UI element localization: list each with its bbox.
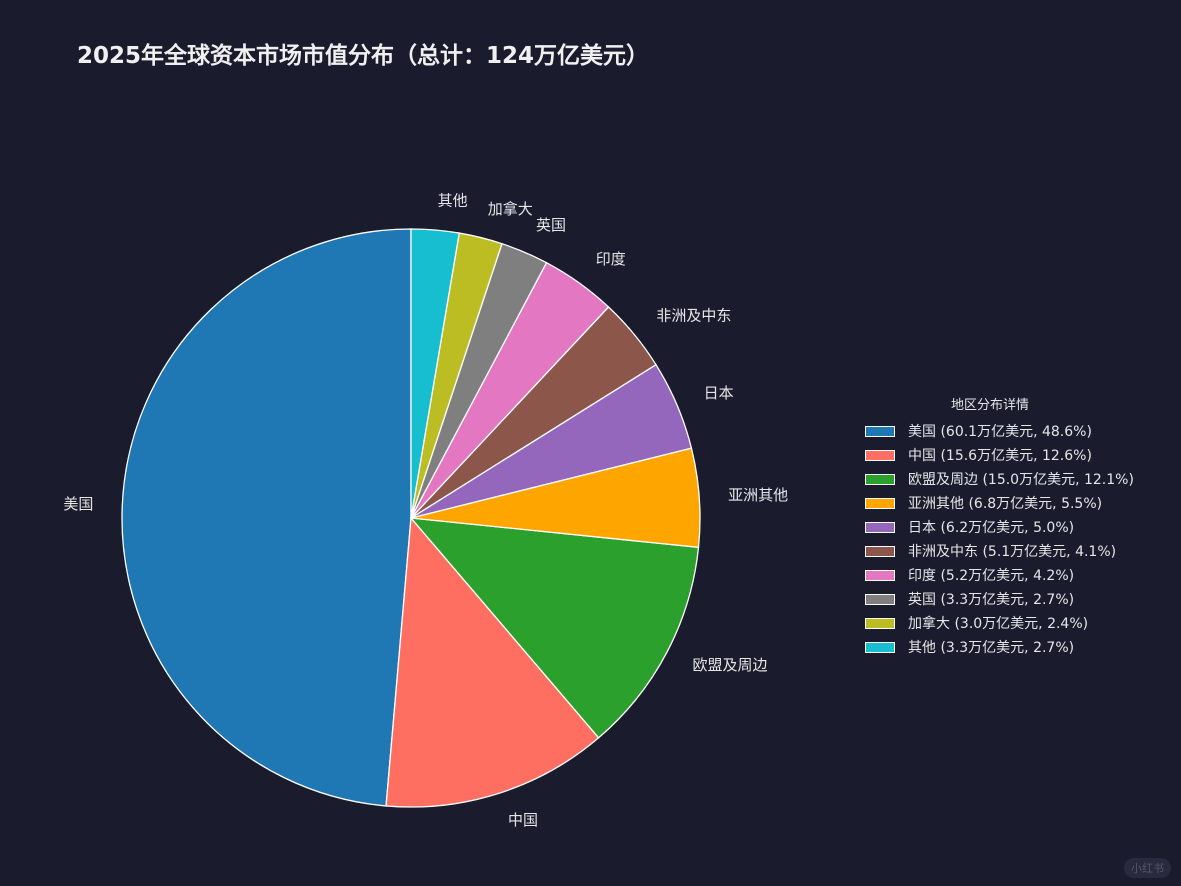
legend-text: 日本 (6.2万亿美元, 5.0%) (908, 520, 1075, 536)
pie-slice (410, 228, 461, 519)
slice-label: 中国 (508, 811, 538, 829)
slice-label: 非洲及中东 (656, 306, 731, 324)
slice-label: 亚洲其他 (728, 486, 788, 504)
legend-swatch (865, 545, 895, 557)
legend-swatch (865, 641, 895, 653)
legend-item: 其他 (3.3万亿美元, 2.7%) (856, 635, 1156, 659)
legend-text: 英国 (3.3万亿美元, 2.7%) (908, 592, 1075, 608)
legend-title: 地区分布详情 (950, 398, 1029, 413)
legend-item: 美国 (60.1万亿美元, 48.6%) (856, 419, 1156, 443)
slice-label: 日本 (704, 384, 734, 402)
slice-label: 美国 (63, 495, 93, 513)
legend-item: 中国 (15.6万亿美元, 12.6%) (856, 443, 1156, 467)
legend-text: 欧盟及周边 (15.0万亿美元, 12.1%) (908, 472, 1134, 488)
legend-text: 中国 (15.6万亿美元, 12.6%) (908, 448, 1092, 464)
legend: 地区分布详情 美国 (60.1万亿美元, 48.6%) 中国 (15.6万亿美元,… (856, 394, 1156, 659)
legend-swatch (865, 473, 895, 485)
legend-swatch (865, 449, 895, 461)
legend-swatch (865, 425, 895, 437)
legend-item: 加拿大 (3.0万亿美元, 2.4%) (856, 611, 1156, 635)
slice-label: 英国 (536, 216, 566, 234)
legend-item: 英国 (3.3万亿美元, 2.7%) (856, 587, 1156, 611)
pie-slice (121, 228, 412, 807)
slice-label: 印度 (596, 250, 626, 268)
legend-item: 亚洲其他 (6.8万亿美元, 5.5%) (856, 491, 1156, 515)
legend-text: 其他 (3.3万亿美元, 2.7%) (908, 640, 1075, 656)
legend-swatch (865, 521, 895, 533)
legend-swatch (865, 497, 895, 509)
legend-items: 美国 (60.1万亿美元, 48.6%) 中国 (15.6万亿美元, 12.6%)… (856, 419, 1156, 659)
legend-text: 亚洲其他 (6.8万亿美元, 5.5%) (908, 496, 1103, 512)
legend-text: 印度 (5.2万亿美元, 4.2%) (908, 568, 1075, 584)
watermark: 小红书 (1124, 858, 1171, 878)
legend-item: 日本 (6.2万亿美元, 5.0%) (856, 515, 1156, 539)
chart-title: 2025年全球资本市场市值分布（总计：124万亿美元） (77, 43, 650, 69)
pie-slice (409, 517, 700, 739)
legend-item: 印度 (5.2万亿美元, 4.2%) (856, 563, 1156, 587)
legend-item: 非洲及中东 (5.1万亿美元, 4.1%) (856, 539, 1156, 563)
slice-label: 加拿大 (488, 200, 533, 218)
slice-label: 欧盟及周边 (693, 656, 768, 674)
pie-slice (385, 516, 600, 808)
legend-swatch (865, 569, 895, 581)
legend-text: 美国 (60.1万亿美元, 48.6%) (908, 424, 1092, 440)
legend-text: 非洲及中东 (5.1万亿美元, 4.1%) (908, 544, 1117, 560)
legend-item: 欧盟及周边 (15.0万亿美元, 12.1%) (856, 467, 1156, 491)
slice-label: 其他 (438, 192, 468, 210)
legend-text: 加拿大 (3.0万亿美元, 2.4%) (908, 616, 1089, 632)
legend-swatch (865, 593, 895, 605)
legend-swatch (865, 617, 895, 629)
